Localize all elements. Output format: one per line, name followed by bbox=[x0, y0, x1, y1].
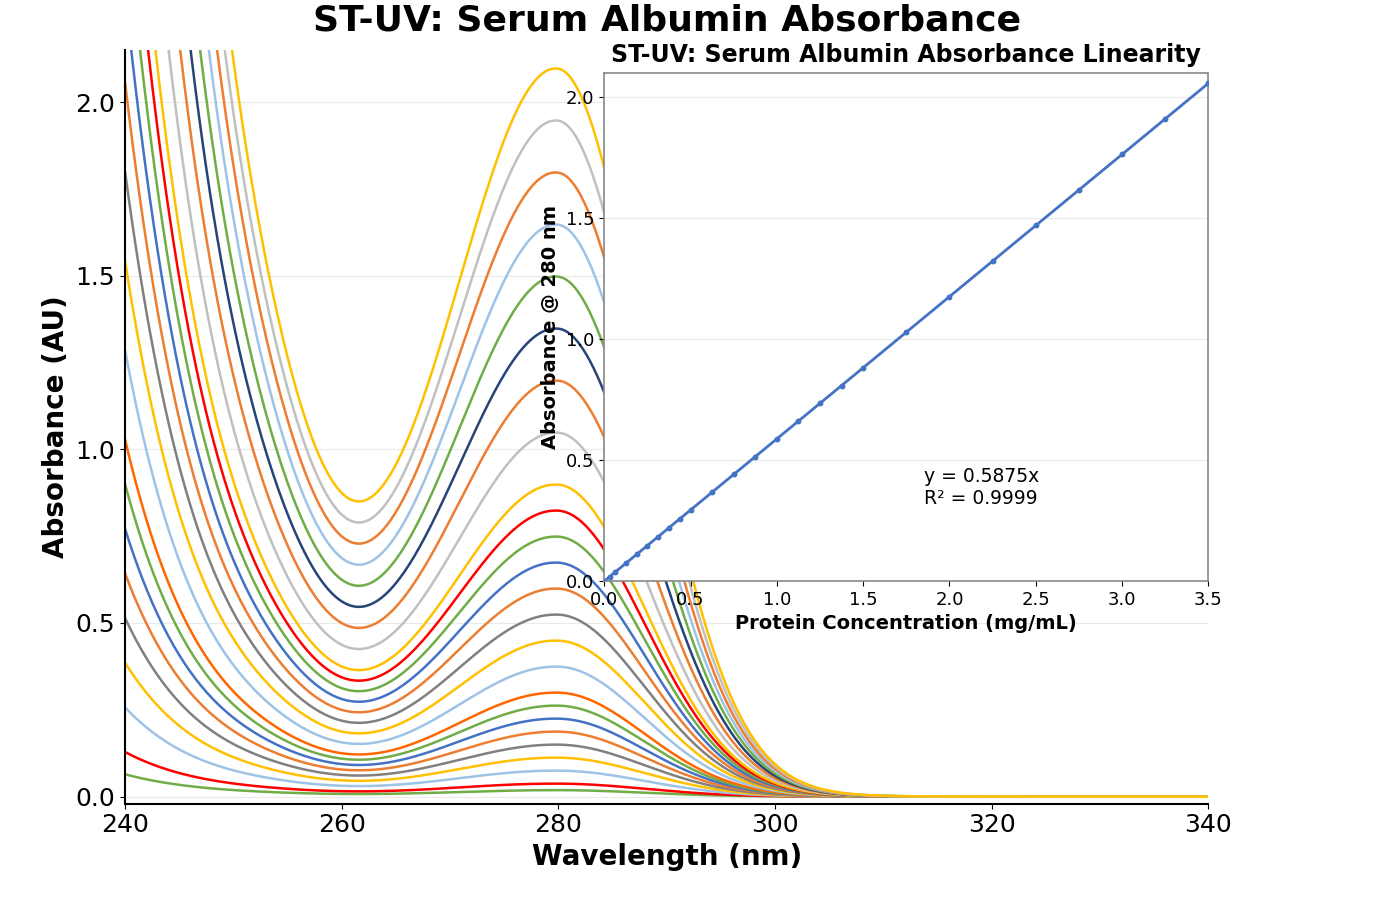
Point bbox=[808, 396, 831, 410]
Point bbox=[939, 290, 961, 304]
Point bbox=[765, 431, 788, 446]
Point bbox=[625, 548, 647, 562]
Point bbox=[1025, 218, 1047, 232]
Point bbox=[668, 511, 690, 526]
Point bbox=[982, 253, 1004, 268]
Point bbox=[647, 529, 669, 544]
X-axis label: Wavelength (nm): Wavelength (nm) bbox=[532, 843, 801, 871]
Point bbox=[1111, 147, 1133, 162]
Point bbox=[831, 379, 853, 393]
Point bbox=[745, 449, 767, 464]
Title: ST-UV: Serum Albumin Absorbance Linearity: ST-UV: Serum Albumin Absorbance Linearit… bbox=[611, 43, 1201, 66]
Text: y = 0.5875x
R² = 0.9999: y = 0.5875x R² = 0.9999 bbox=[924, 468, 1039, 508]
Point bbox=[658, 520, 681, 535]
Point bbox=[599, 569, 621, 584]
Point bbox=[1068, 183, 1090, 197]
Point bbox=[679, 503, 701, 518]
Point bbox=[636, 538, 658, 553]
Y-axis label: Absorbance @ 280 nm: Absorbance @ 280 nm bbox=[542, 205, 560, 449]
X-axis label: Protein Concentration (mg/mL): Protein Concentration (mg/mL) bbox=[735, 615, 1078, 634]
Point bbox=[701, 485, 724, 499]
Point bbox=[788, 414, 810, 429]
Point bbox=[615, 556, 638, 570]
Point bbox=[1197, 76, 1220, 91]
Point bbox=[604, 565, 626, 579]
Y-axis label: Absorbance (AU): Absorbance (AU) bbox=[42, 295, 69, 558]
Point bbox=[895, 325, 917, 340]
Point bbox=[722, 467, 745, 481]
Title: ST-UV: Serum Albumin Absorbance: ST-UV: Serum Albumin Absorbance bbox=[313, 4, 1021, 37]
Point bbox=[1154, 112, 1176, 126]
Point bbox=[851, 360, 874, 375]
